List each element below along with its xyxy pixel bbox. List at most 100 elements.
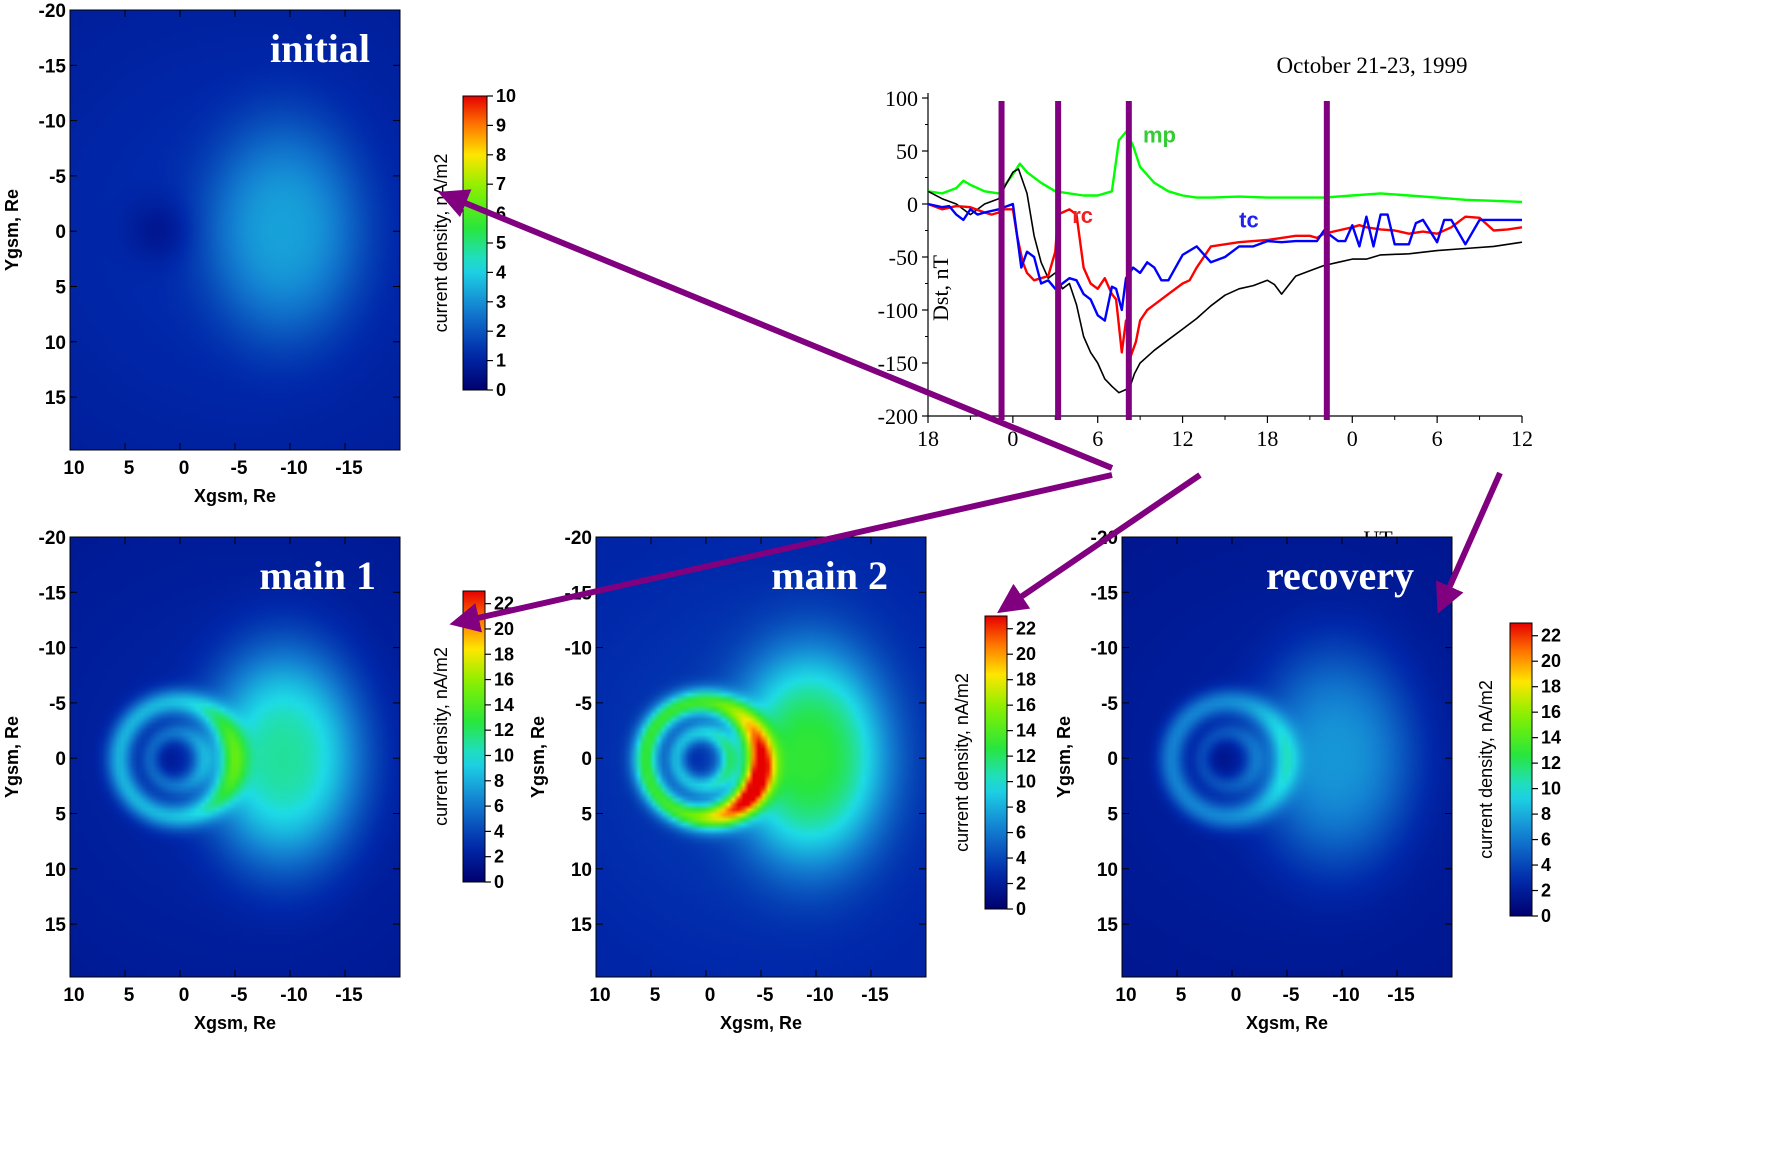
colorbar-tick-label: 0 [496, 380, 506, 400]
y-tick-label: 5 [581, 805, 592, 826]
x-axis-label: Xgsm, Re [194, 486, 276, 506]
dst-series-line [927, 130, 1523, 204]
heatmap-image [70, 537, 400, 977]
dst-x-tick-label: 0 [1007, 426, 1018, 451]
colorbar-gradient [462, 590, 486, 883]
dst-series-labels: mp rc tc [1072, 123, 1258, 233]
x-tick-label: -5 [231, 458, 248, 479]
dst-series-label: mp [1143, 123, 1176, 148]
phase-arrows [438, 189, 1503, 633]
dst-series-label: rc [1072, 203, 1093, 228]
x-tick-label: -15 [1387, 985, 1415, 1006]
colorbar-tick-label: 18 [1016, 670, 1036, 690]
colorbar-label: current density, nA/m2 [1476, 680, 1496, 859]
heatmap-image [596, 537, 926, 977]
colorbar-tick-label: 6 [496, 204, 506, 224]
dst-y-tick-label: -50 [889, 245, 918, 270]
colorbar-tick-label: 16 [494, 670, 514, 690]
colorbar-tick-label: 14 [1541, 728, 1561, 748]
colorbar-gradient [984, 615, 1008, 910]
y-tick-label: 15 [45, 915, 67, 936]
y-tick-label: -10 [39, 112, 66, 133]
x-tick-label: 10 [63, 985, 84, 1006]
x-tick-label: 5 [124, 985, 135, 1006]
colorbar-label: current density, nA/m2 [431, 647, 451, 826]
x-tick-label: 5 [1176, 985, 1187, 1006]
heatmap-panel: main 1 -20 -15 -10 -5 0 5 10 15 10 5 0 -5 -10 -15 Xgsm,… [2, 528, 514, 1033]
y-tick-label: -5 [1101, 694, 1118, 715]
dst-x-tick-label: 0 [1347, 426, 1358, 451]
heatmap-image [70, 10, 400, 450]
colorbar-label: current density, nA/m2 [431, 154, 451, 333]
colorbar-tick-label: 22 [1016, 619, 1036, 639]
colorbar-gradient [1509, 622, 1533, 917]
colorbar-tick-label: 2 [496, 321, 506, 341]
dst-x-tick-label: 18 [1256, 426, 1278, 451]
x-tick-label: -15 [861, 985, 889, 1006]
y-tick-label: -10 [1091, 639, 1118, 660]
y-tick-label: -20 [565, 528, 592, 549]
y-tick-label: 0 [55, 222, 66, 243]
y-tick-label: 10 [1097, 860, 1118, 881]
colorbar-tick-label: 5 [496, 233, 506, 253]
colorbar-tick-label: 16 [1541, 702, 1561, 722]
arrow-to-main-1 [449, 472, 1113, 633]
x-tick-label: 0 [179, 458, 190, 479]
colorbar-tick-label: 2 [1541, 881, 1551, 901]
y-tick-label: 15 [45, 388, 67, 409]
arrow-to-recovery [1436, 471, 1503, 614]
colorbar-tick-label: 18 [494, 644, 514, 664]
colorbar-tick-label: 20 [1541, 651, 1561, 671]
colorbar-tick-label: 14 [494, 695, 514, 715]
colorbar-tick-label: 18 [1541, 677, 1561, 697]
colorbar-tick-label: 8 [1541, 804, 1551, 824]
dst-chart-title: October 21-23, 1999 [1277, 53, 1468, 78]
dst-phase-markers [998, 101, 1330, 420]
colorbar-tick-label: 12 [494, 720, 514, 740]
y-tick-label: 5 [55, 805, 66, 826]
x-tick-label: -10 [280, 458, 307, 479]
x-tick-label: 5 [124, 458, 135, 479]
colorbar-tick-label: 12 [1541, 753, 1561, 773]
x-tick-label: -10 [806, 985, 833, 1006]
y-tick-label: 10 [45, 860, 66, 881]
y-tick-label: 15 [1097, 915, 1119, 936]
x-tick-label: -5 [231, 985, 248, 1006]
x-tick-label: -15 [335, 458, 363, 479]
y-tick-label: -20 [39, 528, 66, 549]
x-axis-label: Xgsm, Re [194, 1013, 276, 1033]
dst-x-tick-label: 12 [1172, 426, 1194, 451]
dst-x-tick-label: 6 [1092, 426, 1103, 451]
y-tick-label: -10 [565, 639, 592, 660]
dst-x-tick-label: 12 [1511, 426, 1533, 451]
y-axis-label: Ygsm, Re [528, 716, 548, 798]
dst-series-label: tc [1239, 207, 1259, 232]
y-axis-label: Ygsm, Re [2, 189, 22, 271]
y-tick-label: 5 [1107, 805, 1118, 826]
panel-title: recovery [1266, 553, 1414, 598]
y-axis-label: Ygsm, Re [2, 716, 22, 798]
colorbar-gradient [462, 95, 488, 391]
dst-series-line [927, 202, 1522, 322]
colorbar-tick-label: 9 [496, 115, 506, 135]
colorbar-tick-label: 1 [496, 351, 506, 371]
dst-y-tick-label: -100 [878, 298, 918, 323]
y-tick-label: -5 [49, 694, 66, 715]
colorbar-tick-label: 10 [1541, 779, 1561, 799]
colorbar-tick-label: 12 [1016, 746, 1036, 766]
colorbar-tick-label: 0 [1016, 899, 1026, 919]
x-tick-label: 10 [63, 458, 84, 479]
dst-chart: October 21-23, 1999 Dst, nT UT 100500-50… [878, 53, 1533, 551]
colorbar-tick-label: 2 [494, 847, 504, 867]
y-tick-label: -15 [39, 583, 67, 604]
y-tick-label: -5 [49, 167, 66, 188]
y-axis-label: Ygsm, Re [1054, 716, 1074, 798]
heatmap-panel: recovery-20-15-10-50510151050-5-10-15Xgs… [1054, 528, 1561, 1033]
colorbar-tick-label: 4 [1016, 848, 1026, 868]
y-tick-label: 0 [1107, 749, 1118, 770]
panel-title: main 2 [771, 553, 888, 598]
heatmap-image [1122, 537, 1452, 977]
